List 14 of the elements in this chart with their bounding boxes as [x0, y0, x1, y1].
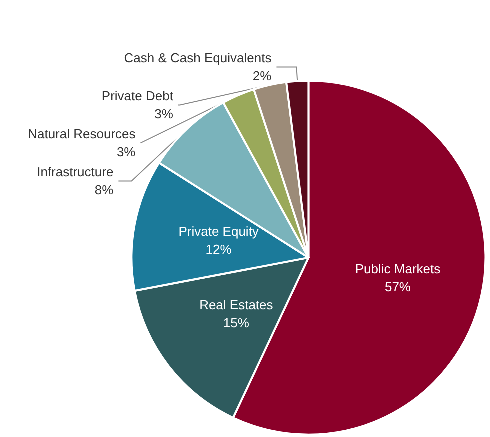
slice-label: Private Debt [102, 88, 174, 104]
slice-label: Private Equity [178, 224, 260, 240]
slice-label: Infrastructure [37, 164, 114, 180]
slice-label: Real Estates [200, 297, 274, 312]
data-label: 3% [154, 106, 174, 122]
slice-label: Cash & Cash Equivalents [124, 50, 272, 66]
data-label: 3% [116, 144, 136, 160]
slice-label: Natural Resources [28, 126, 136, 142]
data-label: 8% [94, 182, 114, 198]
slice-label: Public Markets [355, 261, 442, 276]
data-label: 12% [206, 242, 232, 258]
data-label: 57% [384, 279, 412, 294]
data-label: 2% [252, 68, 272, 84]
data-label: 15% [223, 315, 250, 330]
